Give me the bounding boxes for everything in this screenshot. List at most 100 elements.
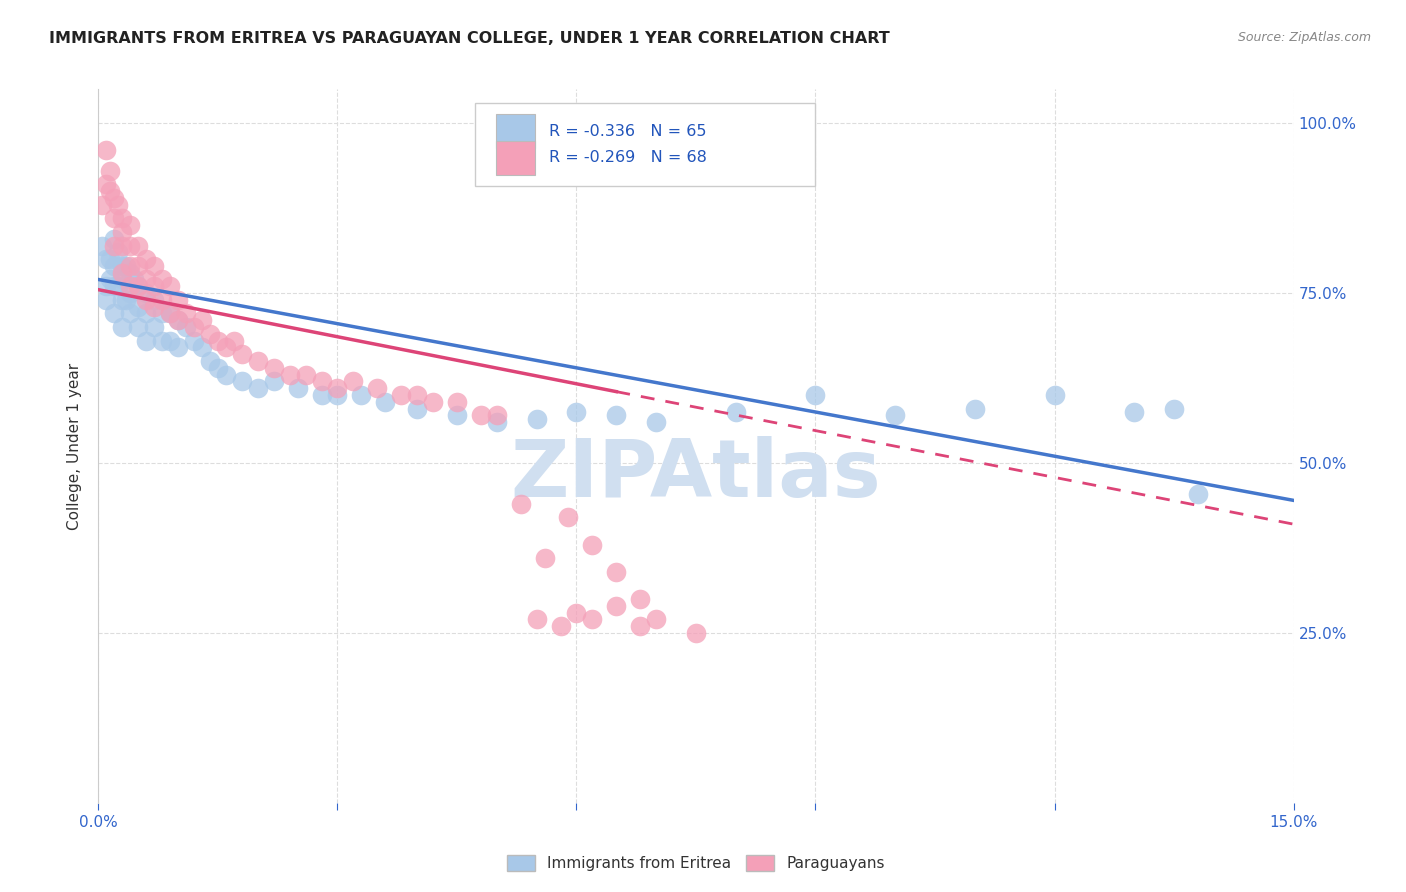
Point — [278, 368, 301, 382]
Point — [350, 388, 373, 402]
Point — [159, 306, 181, 320]
Point — [311, 388, 333, 402]
Point — [111, 272, 134, 286]
Point — [120, 266, 142, 280]
Point — [111, 266, 134, 280]
Point — [159, 334, 181, 348]
Point — [91, 238, 114, 252]
Point — [115, 293, 138, 307]
Point — [485, 409, 508, 423]
Point — [198, 326, 221, 341]
Point — [111, 293, 134, 307]
Point — [127, 259, 149, 273]
Point — [103, 238, 125, 252]
Point — [1187, 486, 1209, 500]
Point — [1043, 388, 1066, 402]
Point — [485, 415, 508, 429]
Point — [191, 341, 214, 355]
Text: R = -0.269   N = 68: R = -0.269 N = 68 — [548, 150, 707, 165]
Point — [120, 279, 142, 293]
Point — [198, 354, 221, 368]
Point — [231, 375, 253, 389]
Point — [143, 279, 166, 293]
Point — [100, 184, 122, 198]
Point — [127, 238, 149, 252]
Point — [287, 381, 309, 395]
Point — [526, 412, 548, 426]
Point — [135, 286, 157, 301]
Point — [150, 272, 173, 286]
Point — [96, 279, 118, 293]
Point — [389, 388, 412, 402]
Point — [374, 394, 396, 409]
Point — [605, 409, 627, 423]
Point — [135, 306, 157, 320]
Point — [446, 409, 468, 423]
Point — [685, 626, 707, 640]
Point — [103, 259, 125, 273]
Point — [100, 272, 122, 286]
Point — [326, 388, 349, 402]
Point — [222, 334, 245, 348]
Point — [127, 279, 149, 293]
Y-axis label: College, Under 1 year: College, Under 1 year — [67, 362, 83, 530]
Point — [246, 381, 269, 395]
Point — [326, 381, 349, 395]
Point — [263, 360, 285, 375]
Point — [557, 510, 579, 524]
Point — [120, 306, 142, 320]
Point — [127, 279, 149, 293]
Point — [120, 218, 142, 232]
Text: Source: ZipAtlas.com: Source: ZipAtlas.com — [1237, 31, 1371, 45]
Point — [96, 252, 118, 266]
FancyBboxPatch shape — [496, 141, 534, 175]
Point — [342, 375, 364, 389]
Text: R = -0.336   N = 65: R = -0.336 N = 65 — [548, 124, 706, 139]
Point — [135, 334, 157, 348]
Point — [111, 225, 134, 239]
Point — [96, 293, 118, 307]
Point — [111, 259, 134, 273]
FancyBboxPatch shape — [496, 114, 534, 148]
Point — [111, 238, 134, 252]
Point — [103, 306, 125, 320]
Point — [150, 306, 173, 320]
Point — [127, 320, 149, 334]
Point — [207, 334, 229, 348]
Point — [124, 272, 146, 286]
Point — [107, 198, 129, 212]
Point — [96, 178, 118, 192]
Point — [509, 497, 531, 511]
Point — [111, 320, 134, 334]
Point — [127, 300, 149, 314]
Point — [963, 401, 986, 416]
Legend: Immigrants from Eritrea, Paraguayans: Immigrants from Eritrea, Paraguayans — [501, 849, 891, 877]
Point — [550, 619, 572, 633]
Point — [645, 612, 668, 626]
Point — [533, 551, 555, 566]
Point — [446, 394, 468, 409]
Point — [107, 279, 129, 293]
Point — [526, 612, 548, 626]
Point — [263, 375, 285, 389]
Point — [167, 293, 190, 307]
Point — [581, 537, 603, 551]
Point — [143, 293, 166, 307]
Point — [246, 354, 269, 368]
Point — [565, 405, 588, 419]
Point — [150, 293, 173, 307]
Point — [191, 313, 214, 327]
Point — [581, 612, 603, 626]
Point — [96, 144, 118, 158]
Point — [135, 252, 157, 266]
Point — [103, 279, 125, 293]
Point — [103, 211, 125, 226]
Point — [120, 259, 142, 273]
Point — [135, 272, 157, 286]
Point — [111, 211, 134, 226]
Text: ZIPAtlas: ZIPAtlas — [510, 435, 882, 514]
Point — [91, 198, 114, 212]
Point — [167, 341, 190, 355]
Point — [724, 405, 747, 419]
Point — [143, 300, 166, 314]
